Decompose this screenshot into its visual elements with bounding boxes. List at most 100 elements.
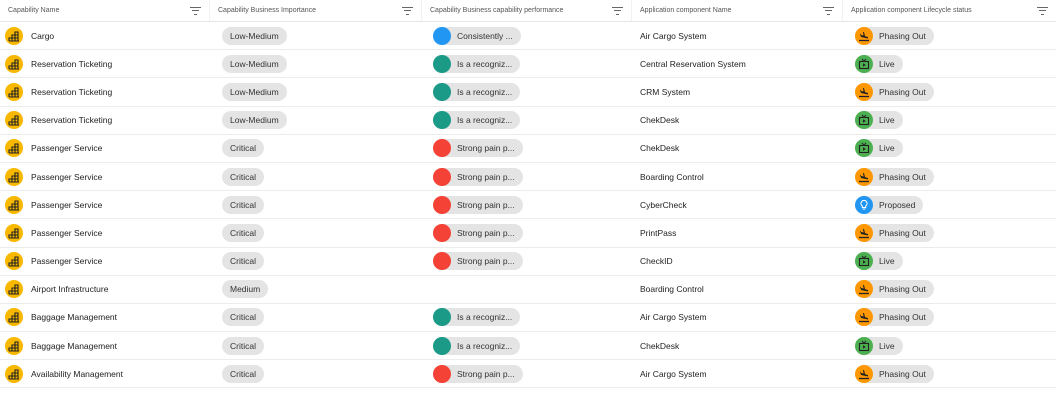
performance-dot-icon (433, 252, 451, 271)
column-header[interactable]: Application component Lifecycle status (843, 0, 1056, 21)
importance-chip: Critical (222, 364, 264, 383)
capability-icon (5, 139, 23, 158)
performance-chip: Is a recogniz... (433, 54, 521, 73)
column-header[interactable]: Capability Business capability performan… (422, 0, 632, 21)
table-row[interactable]: Availability Management Critical Strong … (0, 360, 1056, 389)
filter-icon[interactable] (612, 6, 623, 15)
performance-cell (422, 276, 632, 303)
lifecycle-cell: Phasing Out (843, 276, 1056, 303)
lifecycle-cell: Proposed (843, 191, 1056, 218)
lifecycle-cell: Live (843, 248, 1056, 275)
capability-name-cell: Passenger Service (0, 191, 210, 218)
app-name-cell: Central Reservation System (632, 50, 843, 77)
landing-plane-icon (855, 280, 873, 299)
app-name: CRM System (640, 86, 691, 97)
app-name-cell: ChekDesk (632, 107, 843, 134)
performance-label: Consistently ... (457, 30, 513, 41)
lifecycle-chip: Phasing Out (855, 364, 934, 383)
table-row[interactable]: Reservation Ticketing Low-Medium Is a re… (0, 78, 1056, 107)
app-name-cell: Air Cargo System (632, 22, 843, 49)
table-row[interactable]: Reservation Ticketing Low-Medium Is a re… (0, 107, 1056, 135)
lifecycle-chip: Phasing Out (855, 223, 934, 242)
app-name-cell: Air Cargo System (632, 360, 843, 387)
capability-name: Passenger Service (31, 256, 103, 267)
capability-icon (5, 364, 23, 383)
table-row[interactable]: Cargo Low-Medium Consistently ... Air Ca… (0, 22, 1056, 51)
lifecycle-chip: Live (855, 252, 903, 271)
performance-cell: Is a recogniz... (422, 332, 632, 359)
filter-icon[interactable] (823, 6, 834, 15)
capability-name-cell: Availability Management (0, 360, 210, 387)
lifecycle-label: Phasing Out (879, 30, 926, 41)
app-name: ChekDesk (640, 340, 680, 351)
capability-icon (5, 111, 23, 130)
table-row[interactable]: Airport Infrastructure Medium Boarding C… (0, 276, 1056, 304)
performance-label: Is a recogniz... (457, 58, 513, 69)
lifecycle-label: Phasing Out (879, 171, 926, 182)
lifecycle-chip: Live (855, 336, 903, 355)
importance-cell: Critical (210, 332, 422, 359)
lifecycle-cell: Live (843, 107, 1056, 134)
lifecycle-chip: Phasing Out (855, 308, 934, 327)
table-row[interactable]: Passenger Service Critical Strong pain p… (0, 219, 1056, 248)
lifecycle-cell: Phasing Out (843, 78, 1056, 105)
lifecycle-chip: Phasing Out (855, 26, 934, 45)
importance-cell: Medium (210, 276, 422, 303)
performance-dot-icon (433, 111, 451, 130)
capability-name: Cargo (31, 30, 55, 41)
capability-icon (5, 82, 23, 101)
table-row[interactable]: Passenger Service Critical Strong pain p… (0, 163, 1056, 192)
table-row[interactable]: Passenger Service Critical Strong pain p… (0, 191, 1056, 220)
performance-dot-icon (433, 336, 451, 355)
capability-name: Passenger Service (31, 171, 103, 182)
importance-cell: Critical (210, 163, 422, 190)
live-tv-icon (855, 252, 873, 271)
importance-cell: Critical (210, 191, 422, 218)
table-row[interactable]: Baggage Management Critical Is a recogni… (0, 304, 1056, 333)
column-header-label: Application component Lifecycle status (851, 7, 972, 14)
table-row[interactable]: Passenger Service Critical Strong pain p… (0, 248, 1056, 276)
performance-dot-icon (433, 223, 451, 242)
performance-chip: Is a recogniz... (433, 308, 521, 327)
lifecycle-label: Proposed (879, 199, 916, 210)
table-row[interactable]: Reservation Ticketing Low-Medium Is a re… (0, 50, 1056, 79)
filter-icon[interactable] (1037, 6, 1048, 15)
capability-icon (5, 336, 23, 355)
performance-cell: Is a recogniz... (422, 50, 632, 77)
performance-label: Is a recogniz... (457, 340, 513, 351)
importance-chip: Critical (222, 139, 264, 158)
column-header[interactable]: Capability Name (0, 0, 210, 21)
performance-label: Is a recogniz... (457, 86, 513, 97)
lifecycle-chip: Phasing Out (855, 82, 934, 101)
landing-plane-icon (855, 223, 873, 242)
importance-cell: Low-Medium (210, 22, 422, 49)
importance-chip: Low-Medium (222, 26, 287, 45)
table-body: Cargo Low-Medium Consistently ... Air Ca… (0, 22, 1056, 389)
column-header[interactable]: Application component Name (632, 0, 843, 21)
lifecycle-label: Phasing Out (879, 284, 926, 295)
capability-name: Reservation Ticketing (31, 115, 113, 126)
column-header-label: Capability Business Importance (218, 7, 317, 14)
table-row[interactable]: Passenger Service Critical Strong pain p… (0, 135, 1056, 163)
importance-cell: Low-Medium (210, 78, 422, 105)
performance-dot-icon (433, 139, 451, 158)
landing-plane-icon (855, 308, 873, 327)
column-header[interactable]: Capability Business Importance (210, 0, 422, 21)
app-name: CyberCheck (640, 199, 687, 210)
performance-dot-icon (433, 364, 451, 383)
app-name: Boarding Control (640, 284, 704, 295)
performance-cell: Strong pain p... (422, 163, 632, 190)
capability-icon (5, 54, 23, 73)
performance-chip: Strong pain p... (433, 252, 523, 271)
lifecycle-label: Phasing Out (879, 227, 926, 238)
capability-name-cell: Passenger Service (0, 219, 210, 246)
app-name: ChekDesk (640, 115, 680, 126)
capability-icon (5, 195, 23, 214)
app-name: Air Cargo System (640, 312, 707, 323)
filter-icon[interactable] (190, 6, 201, 15)
performance-label: Strong pain p... (457, 368, 515, 379)
table-row[interactable]: Baggage Management Critical Is a recogni… (0, 332, 1056, 361)
capability-name-cell: Reservation Ticketing (0, 78, 210, 105)
filter-icon[interactable] (402, 6, 413, 15)
lifecycle-label: Live (879, 58, 895, 69)
